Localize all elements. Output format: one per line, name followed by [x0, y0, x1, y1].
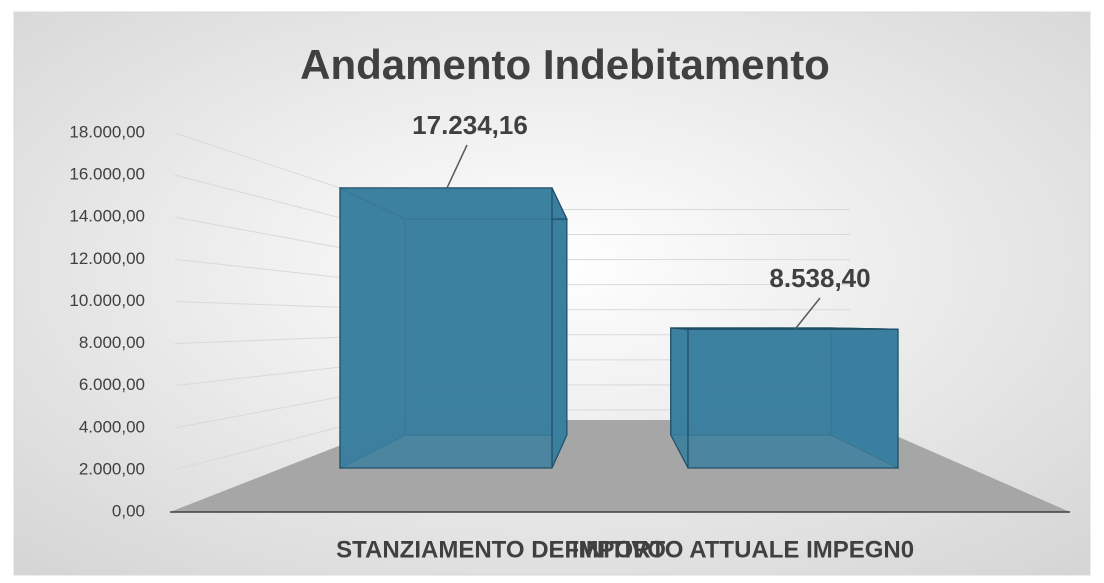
bar — [670, 327, 899, 469]
y-tick-label: 14.000,00 — [69, 207, 145, 226]
leader-line — [794, 297, 821, 330]
value-label: 8.538,40 — [769, 263, 870, 293]
y-tick-label: 18.000,00 — [69, 122, 145, 141]
y-tick-label: 0,00 — [112, 501, 145, 520]
y-tick-label: 12.000,00 — [69, 249, 145, 268]
leader-line — [446, 144, 468, 189]
x-tick-label: STANZIAMENTO DEFINITIVO — [336, 536, 666, 563]
bar-face — [551, 187, 568, 469]
value-label: 17.234,16 — [412, 110, 528, 140]
y-tick-label: 10.000,00 — [69, 291, 145, 310]
bar-face — [687, 328, 899, 469]
x-tick-label: IMPORTO ATTUALE IMPEGN0 — [572, 536, 914, 563]
y-tick-label: 4.000,00 — [79, 417, 145, 436]
y-tick-label: 6.000,00 — [79, 375, 145, 394]
bar-face — [339, 187, 553, 469]
bar — [339, 186, 568, 469]
chart-title: Andamento Indebitamento — [300, 41, 830, 88]
y-tick-label: 2.000,00 — [79, 459, 145, 478]
y-tick-label: 8.000,00 — [79, 333, 145, 352]
y-tick-label: 16.000,00 — [69, 165, 145, 184]
